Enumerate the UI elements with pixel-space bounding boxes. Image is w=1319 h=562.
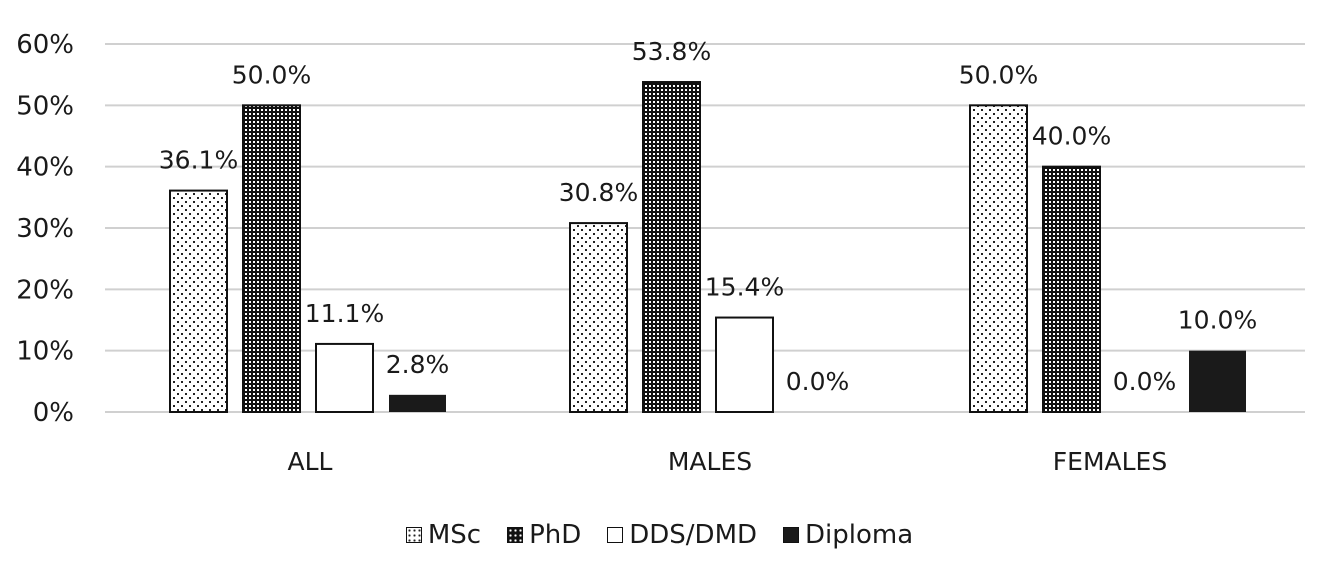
bar-dds-dmd-all	[315, 342, 374, 414]
bar-diploma-all	[389, 394, 446, 412]
y-tick-label: 20%	[16, 275, 74, 305]
data-label: 15.4%	[705, 273, 784, 302]
legend-item-msc: MSc	[405, 520, 482, 550]
category-label: ALL	[288, 447, 333, 476]
data-label: 36.1%	[159, 146, 238, 175]
data-label: 50.0%	[959, 60, 1038, 89]
legend-label: Diploma	[805, 520, 914, 550]
bar-msc-males	[569, 222, 628, 413]
data-label: 30.8%	[559, 178, 638, 207]
y-tick-label: 10%	[16, 337, 74, 367]
data-label: 11.1%	[305, 299, 384, 328]
legend-item-phd: PhD	[507, 520, 581, 550]
white-swatch-icon	[607, 527, 624, 543]
black-swatch-icon	[783, 527, 800, 543]
data-label: 10.0%	[1178, 306, 1257, 335]
y-tick-label: 40%	[16, 153, 74, 183]
data-label: 0.0%	[786, 367, 850, 396]
data-labels: 36.1% 50.0% 11.1%2.8% 30.8% 53.8% 15.4% 0.0% 50…	[159, 37, 1257, 396]
bar-phd-all	[242, 104, 301, 413]
bar-msc-females	[969, 104, 1028, 413]
gridlines	[105, 43, 1305, 413]
bar-dds-dmd-males	[715, 316, 774, 413]
legend-item-dds-dmd: DDS/DMD	[607, 520, 757, 550]
bar-msc-all	[169, 189, 228, 413]
data-label: 50.0%	[232, 60, 311, 89]
bars	[169, 81, 1246, 414]
category-label: FEMALES	[1053, 447, 1167, 476]
bar-phd-females	[1042, 165, 1101, 413]
y-axis: 0% 10% 20% 30% 40% 50% 60%	[16, 30, 74, 428]
checker-swatch-icon	[507, 527, 524, 543]
y-tick-label: 50%	[16, 91, 74, 121]
bar-phd-males	[642, 81, 701, 413]
legend-label: MSc	[427, 520, 482, 550]
data-label: 2.8%	[386, 350, 450, 379]
data-label: 53.8%	[632, 37, 711, 66]
legend-item-diploma: Diploma	[783, 520, 913, 550]
dotted-swatch-icon	[405, 527, 422, 543]
legend-label: DDS/DMD	[629, 520, 758, 550]
category-label: MALES	[668, 447, 752, 476]
y-tick-label: 60%	[16, 30, 74, 60]
data-label: 40.0%	[1032, 122, 1111, 151]
legend: MSc PhD DDS/DMD Diploma	[0, 520, 1319, 550]
y-tick-label: 0%	[33, 398, 74, 428]
bar-diploma-females	[1189, 350, 1246, 412]
x-axis: ALL MALES FEMALES	[288, 447, 1168, 476]
data-label: 0.0%	[1113, 367, 1177, 396]
legend-label: PhD	[529, 520, 582, 550]
y-tick-label: 30%	[16, 214, 74, 244]
